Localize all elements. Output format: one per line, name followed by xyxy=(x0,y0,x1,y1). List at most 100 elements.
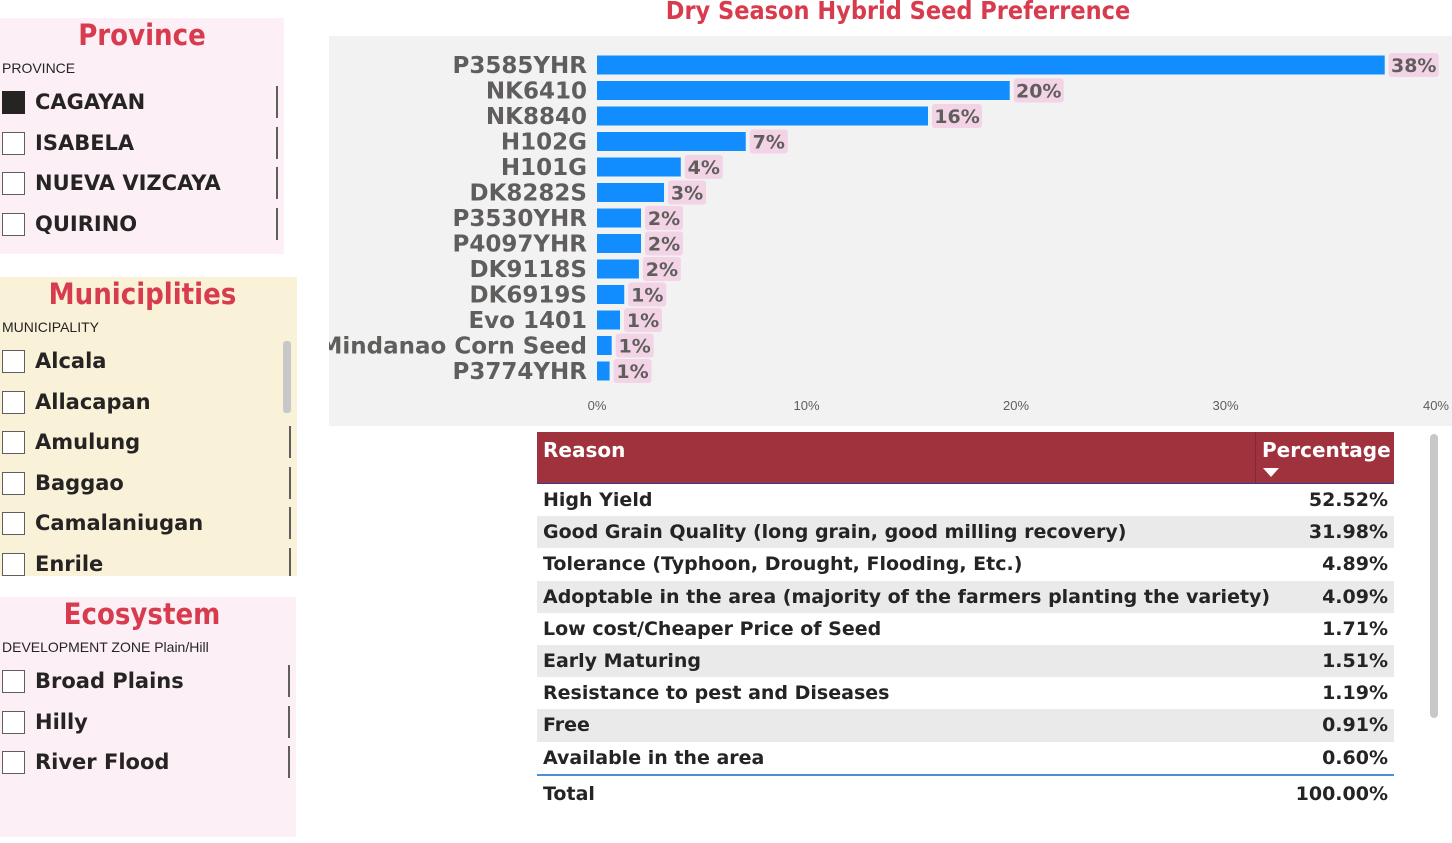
data-label-background xyxy=(668,180,707,205)
x-tick-label: 0% xyxy=(588,398,607,413)
column-header-percentage[interactable]: Percentage xyxy=(1255,432,1394,483)
municipality-scrollbar-thumb[interactable] xyxy=(283,341,291,413)
province-slicer: Province PROVINCE CAGAYAN ISABELA NUEVA … xyxy=(0,18,284,254)
ecosystem-slicer-title: Ecosystem xyxy=(63,597,221,631)
data-label: 38% xyxy=(1391,55,1436,77)
reason-cell: Adoptable in the area (majority of the f… xyxy=(543,585,1271,608)
category-label: DK6919S xyxy=(470,283,588,309)
data-label-background xyxy=(749,129,788,154)
province-item-quirino[interactable]: QUIRINO xyxy=(2,208,137,240)
checkbox-icon[interactable] xyxy=(2,471,25,495)
bar xyxy=(597,285,625,304)
data-label: 2% xyxy=(648,234,680,256)
municipality-slicer-title: Municiplities xyxy=(48,277,237,311)
scrollbar-track[interactable] xyxy=(289,548,291,576)
data-label: 2% xyxy=(646,259,678,281)
province-item-label: NUEVA VIZCAYA xyxy=(35,171,221,195)
category-label: DK8282S xyxy=(470,181,588,207)
checkbox-icon[interactable] xyxy=(2,212,25,236)
data-label-background xyxy=(932,104,983,128)
checkbox-icon[interactable] xyxy=(2,131,25,155)
total-percentage: 100.00% xyxy=(1295,782,1388,805)
checkbox-icon[interactable] xyxy=(2,511,25,535)
table-row[interactable]: Resistance to pest and Diseases 1.19% xyxy=(537,677,1394,709)
checkbox-icon[interactable] xyxy=(2,552,25,576)
scrollbar-track[interactable] xyxy=(276,86,278,118)
reason-cell: Resistance to pest and Diseases xyxy=(543,682,890,705)
municipality-item-amulung[interactable]: Amulung xyxy=(2,426,140,458)
scrollbar-track[interactable] xyxy=(288,665,290,697)
bar xyxy=(597,132,746,151)
municipality-item-label: Baggao xyxy=(35,471,124,495)
ecosystem-item-hilly[interactable]: Hilly xyxy=(2,706,88,738)
percentage-cell: 0.60% xyxy=(1322,746,1388,769)
category-label: P4097YHR xyxy=(453,232,588,258)
scrollbar-track[interactable] xyxy=(289,467,291,499)
province-item-cagayan[interactable]: CAGAYAN xyxy=(2,86,145,118)
seed-preference-chart: P3585YHR 38% NK6410 20% NK8840 16% H102G 7% H101… xyxy=(329,36,1452,426)
municipality-item-alcala[interactable]: Alcala xyxy=(2,345,106,377)
table-row[interactable]: Tolerance (Typhoon, Drought, Flooding, E… xyxy=(537,548,1394,580)
data-label-background xyxy=(628,282,667,307)
data-label: 4% xyxy=(688,157,720,179)
table-total-row: Total 100.00% xyxy=(537,773,1394,812)
percentage-cell: 4.09% xyxy=(1322,585,1388,608)
checkbox-icon[interactable] xyxy=(2,390,25,414)
municipality-item-allacapan[interactable]: Allacapan xyxy=(2,386,151,418)
table-row[interactable]: Low cost/Cheaper Price of Seed 1.71% xyxy=(537,613,1394,645)
percentage-cell: 4.89% xyxy=(1322,553,1388,576)
municipality-item-label: Allacapan xyxy=(35,390,151,414)
category-label: H102G xyxy=(501,130,587,156)
percentage-cell: 0.91% xyxy=(1322,714,1388,737)
data-label-background xyxy=(613,359,652,383)
checkbox-icon[interactable] xyxy=(2,750,25,774)
table-row[interactable]: High Yield 52.52% xyxy=(537,484,1394,516)
bar xyxy=(597,157,681,177)
checkbox-checked-icon[interactable] xyxy=(2,90,25,114)
ecosystem-item-label: Broad Plains xyxy=(35,669,184,693)
column-header-reason[interactable]: Reason xyxy=(543,438,626,462)
municipality-item-enrile[interactable]: Enrile xyxy=(2,548,103,576)
data-label: 3% xyxy=(671,183,703,205)
municipality-item-baggao[interactable]: Baggao xyxy=(2,467,124,499)
scrollbar-track[interactable] xyxy=(288,746,290,778)
checkbox-icon[interactable] xyxy=(2,349,25,373)
checkbox-icon[interactable] xyxy=(2,710,25,734)
table-row[interactable]: Adoptable in the area (majority of the f… xyxy=(537,580,1394,613)
category-label: P3774YHR xyxy=(453,359,588,385)
table-row[interactable]: Free 0.91% xyxy=(537,709,1394,742)
table-row[interactable]: Early Maturing 1.51% xyxy=(537,644,1394,678)
province-item-label: CAGAYAN xyxy=(35,90,146,114)
table-scrollbar[interactable] xyxy=(1430,434,1438,718)
scrollbar-track[interactable] xyxy=(276,167,278,199)
checkbox-icon[interactable] xyxy=(2,171,25,195)
province-item-label: ISABELA xyxy=(35,131,135,155)
scrollbar-track[interactable] xyxy=(289,507,291,539)
ecosystem-item-river-flood[interactable]: River Flood xyxy=(2,746,169,778)
municipality-item-label: Alcala xyxy=(35,349,107,373)
checkbox-icon[interactable] xyxy=(2,430,25,454)
table-row[interactable]: Good Grain Quality (long grain, good mil… xyxy=(537,516,1394,549)
province-item-isabela[interactable]: ISABELA xyxy=(2,127,134,159)
data-label-background xyxy=(644,206,683,230)
reason-cell: Available in the area xyxy=(543,746,765,769)
reason-cell: High Yield xyxy=(543,489,653,512)
municipality-slicer: Municiplities MUNICIPALITY Alcala Allaca… xyxy=(0,277,297,576)
province-item-nueva-vizcaya[interactable]: NUEVA VIZCAYA xyxy=(2,167,221,199)
x-tick-label: 10% xyxy=(793,398,819,413)
scrollbar-track[interactable] xyxy=(289,426,291,458)
percentage-cell: 52.52% xyxy=(1308,489,1388,512)
percentage-cell: 31.98% xyxy=(1308,521,1388,544)
x-tick-label: 40% xyxy=(1423,398,1449,413)
scrollbar-track[interactable] xyxy=(276,208,278,240)
data-label: 20% xyxy=(1016,81,1061,103)
bar xyxy=(597,310,621,330)
checkbox-icon[interactable] xyxy=(2,669,25,693)
scrollbar-track[interactable] xyxy=(288,706,290,738)
scrollbar-track[interactable] xyxy=(276,127,278,159)
table-row[interactable]: Available in the area 0.60% xyxy=(537,742,1394,774)
ecosystem-item-broad-plains[interactable]: Broad Plains xyxy=(2,665,184,697)
x-tick-label: 30% xyxy=(1212,398,1238,413)
municipality-item-camalaniugan[interactable]: Camalaniugan xyxy=(2,507,203,539)
ecosystem-item-label: River Flood xyxy=(35,750,170,774)
